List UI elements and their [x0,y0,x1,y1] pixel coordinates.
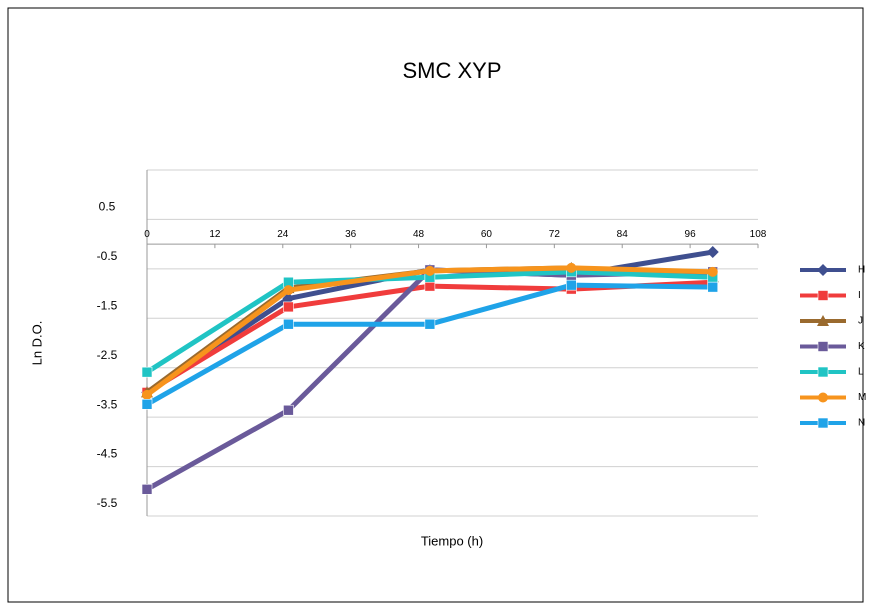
x-tick-label: 24 [277,229,289,240]
legend-label: K [858,341,865,352]
x-tick-label: 72 [549,229,561,240]
y-axis-label: Ln D.O. [29,321,44,366]
marker [566,279,577,291]
chart-title: SMC XYP [402,58,501,83]
marker [141,484,153,495]
marker [707,281,719,293]
marker [283,318,294,330]
x-axis-label: Tiempo (h) [421,533,483,548]
marker [283,404,294,416]
y-tick-label: -3.5 [97,397,118,411]
x-tick-label: 96 [685,229,697,240]
marker [424,318,436,330]
y-tick-label: -1.5 [97,298,118,312]
marker [566,262,577,273]
x-tick-label: 48 [413,229,425,240]
x-tick-label: 84 [617,229,629,240]
x-tick-label: 12 [209,229,221,240]
marker [424,265,435,276]
x-tick-label: 0 [144,229,150,240]
legend-label: J [858,316,863,327]
marker [141,398,153,410]
marker [283,301,294,313]
marker [424,280,436,292]
y-tick-label: -4.5 [97,447,118,461]
legend-label: L [858,367,864,378]
legend-marker [817,366,829,378]
marker [282,292,295,305]
legend-marker [818,392,828,403]
marker [141,366,153,378]
marker [707,266,718,277]
marker [283,285,294,296]
x-tick-label: 60 [481,229,493,240]
y-tick-label: -2.5 [97,348,118,362]
chart-border [7,7,864,603]
marker [706,246,719,259]
legend-label: M [858,392,866,403]
legend-label: H [858,265,865,276]
legend-marker [817,315,829,326]
marker [142,389,152,400]
legend-marker [817,264,829,276]
legend-marker [817,290,829,301]
x-tick-label: 36 [345,229,357,240]
legend-label: I [858,290,861,301]
y-tick-label: -5.5 [97,496,118,510]
y-tick-label: 0.5 [99,200,116,214]
legend-marker [817,341,829,352]
x-tick-label: 108 [750,229,767,240]
y-tick-label: -0.5 [97,249,118,263]
legend-marker [817,417,829,429]
legend-label: N [858,418,865,429]
